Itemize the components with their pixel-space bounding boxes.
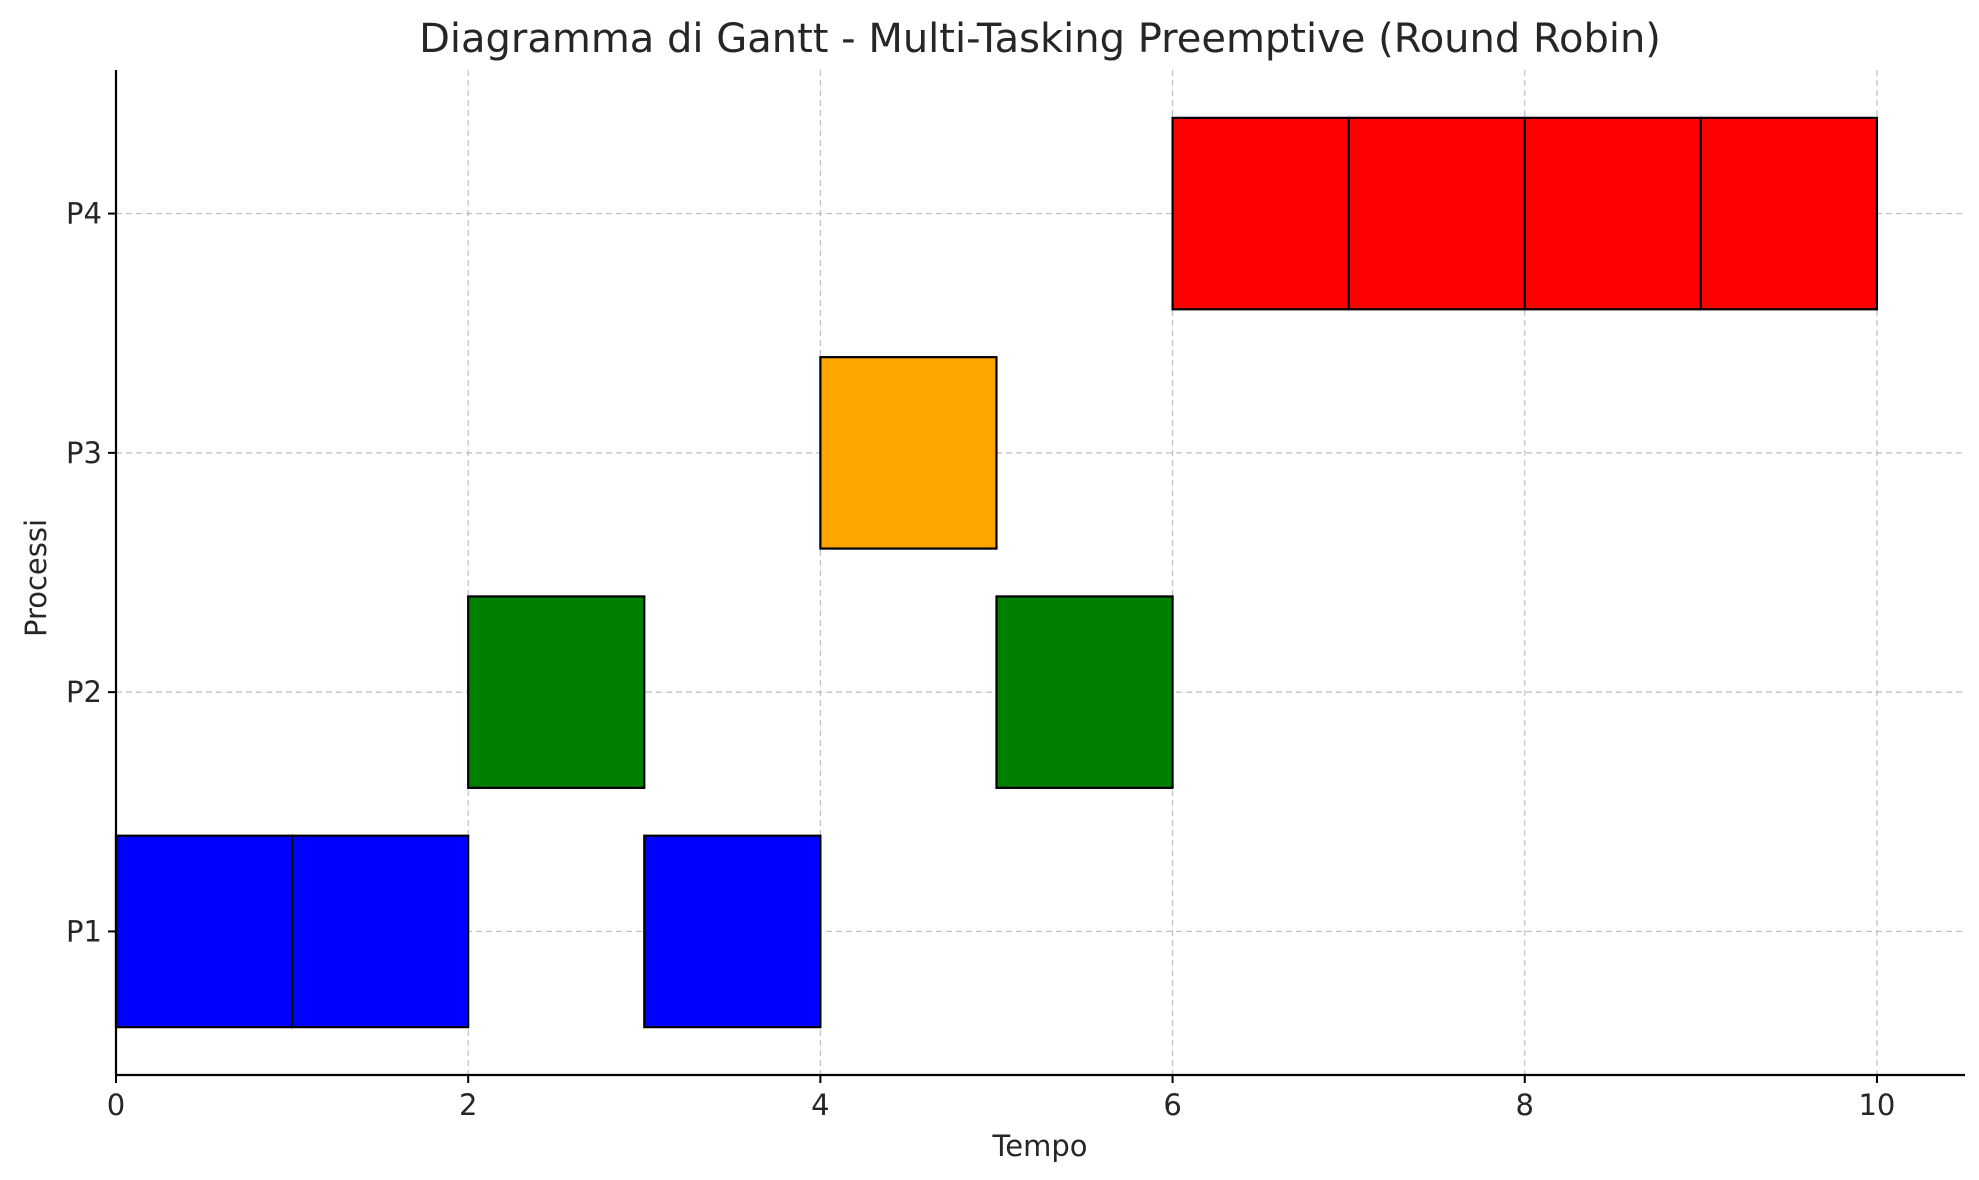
gantt-bar-p4	[1699, 116, 1879, 311]
gantt-bar-p2	[467, 595, 646, 789]
y-axis-label: Processi	[19, 519, 53, 637]
y-tick-label-p2: P2	[66, 675, 102, 709]
x-tick-label: 4	[811, 1088, 829, 1122]
gantt-bar-p4	[1171, 116, 1350, 311]
axes	[114, 70, 1965, 1077]
x-tick-label: 0	[107, 1088, 125, 1122]
x-tick-label: 10	[1858, 1088, 1895, 1122]
x-tick-label: 2	[459, 1088, 477, 1122]
x-axis-label: Tempo	[991, 1129, 1087, 1163]
y-tick-label-p1: P1	[66, 914, 102, 948]
gantt-bar-p4	[1347, 116, 1526, 311]
gantt-bar-p1	[643, 834, 822, 1029]
x-tick-label: 8	[1516, 1088, 1534, 1122]
gantt-bar-p4	[1523, 116, 1702, 311]
gantt-bar-p2	[995, 595, 1174, 789]
tick-labels: 0 2 4 6 8 10 P1 P2 P3 P4	[66, 197, 1895, 1122]
y-tick-label-p3: P3	[66, 436, 102, 470]
gantt-bars	[114, 116, 1879, 1029]
chart-title: Diagramma di Gantt - Multi-Tasking Preem…	[419, 16, 1661, 62]
x-tick-label: 6	[1163, 1088, 1181, 1122]
gantt-bar-p3	[819, 356, 998, 550]
gantt-bar-p1	[114, 834, 294, 1029]
y-tick-label-p4: P4	[66, 197, 102, 231]
gantt-bar-p1	[290, 834, 470, 1029]
